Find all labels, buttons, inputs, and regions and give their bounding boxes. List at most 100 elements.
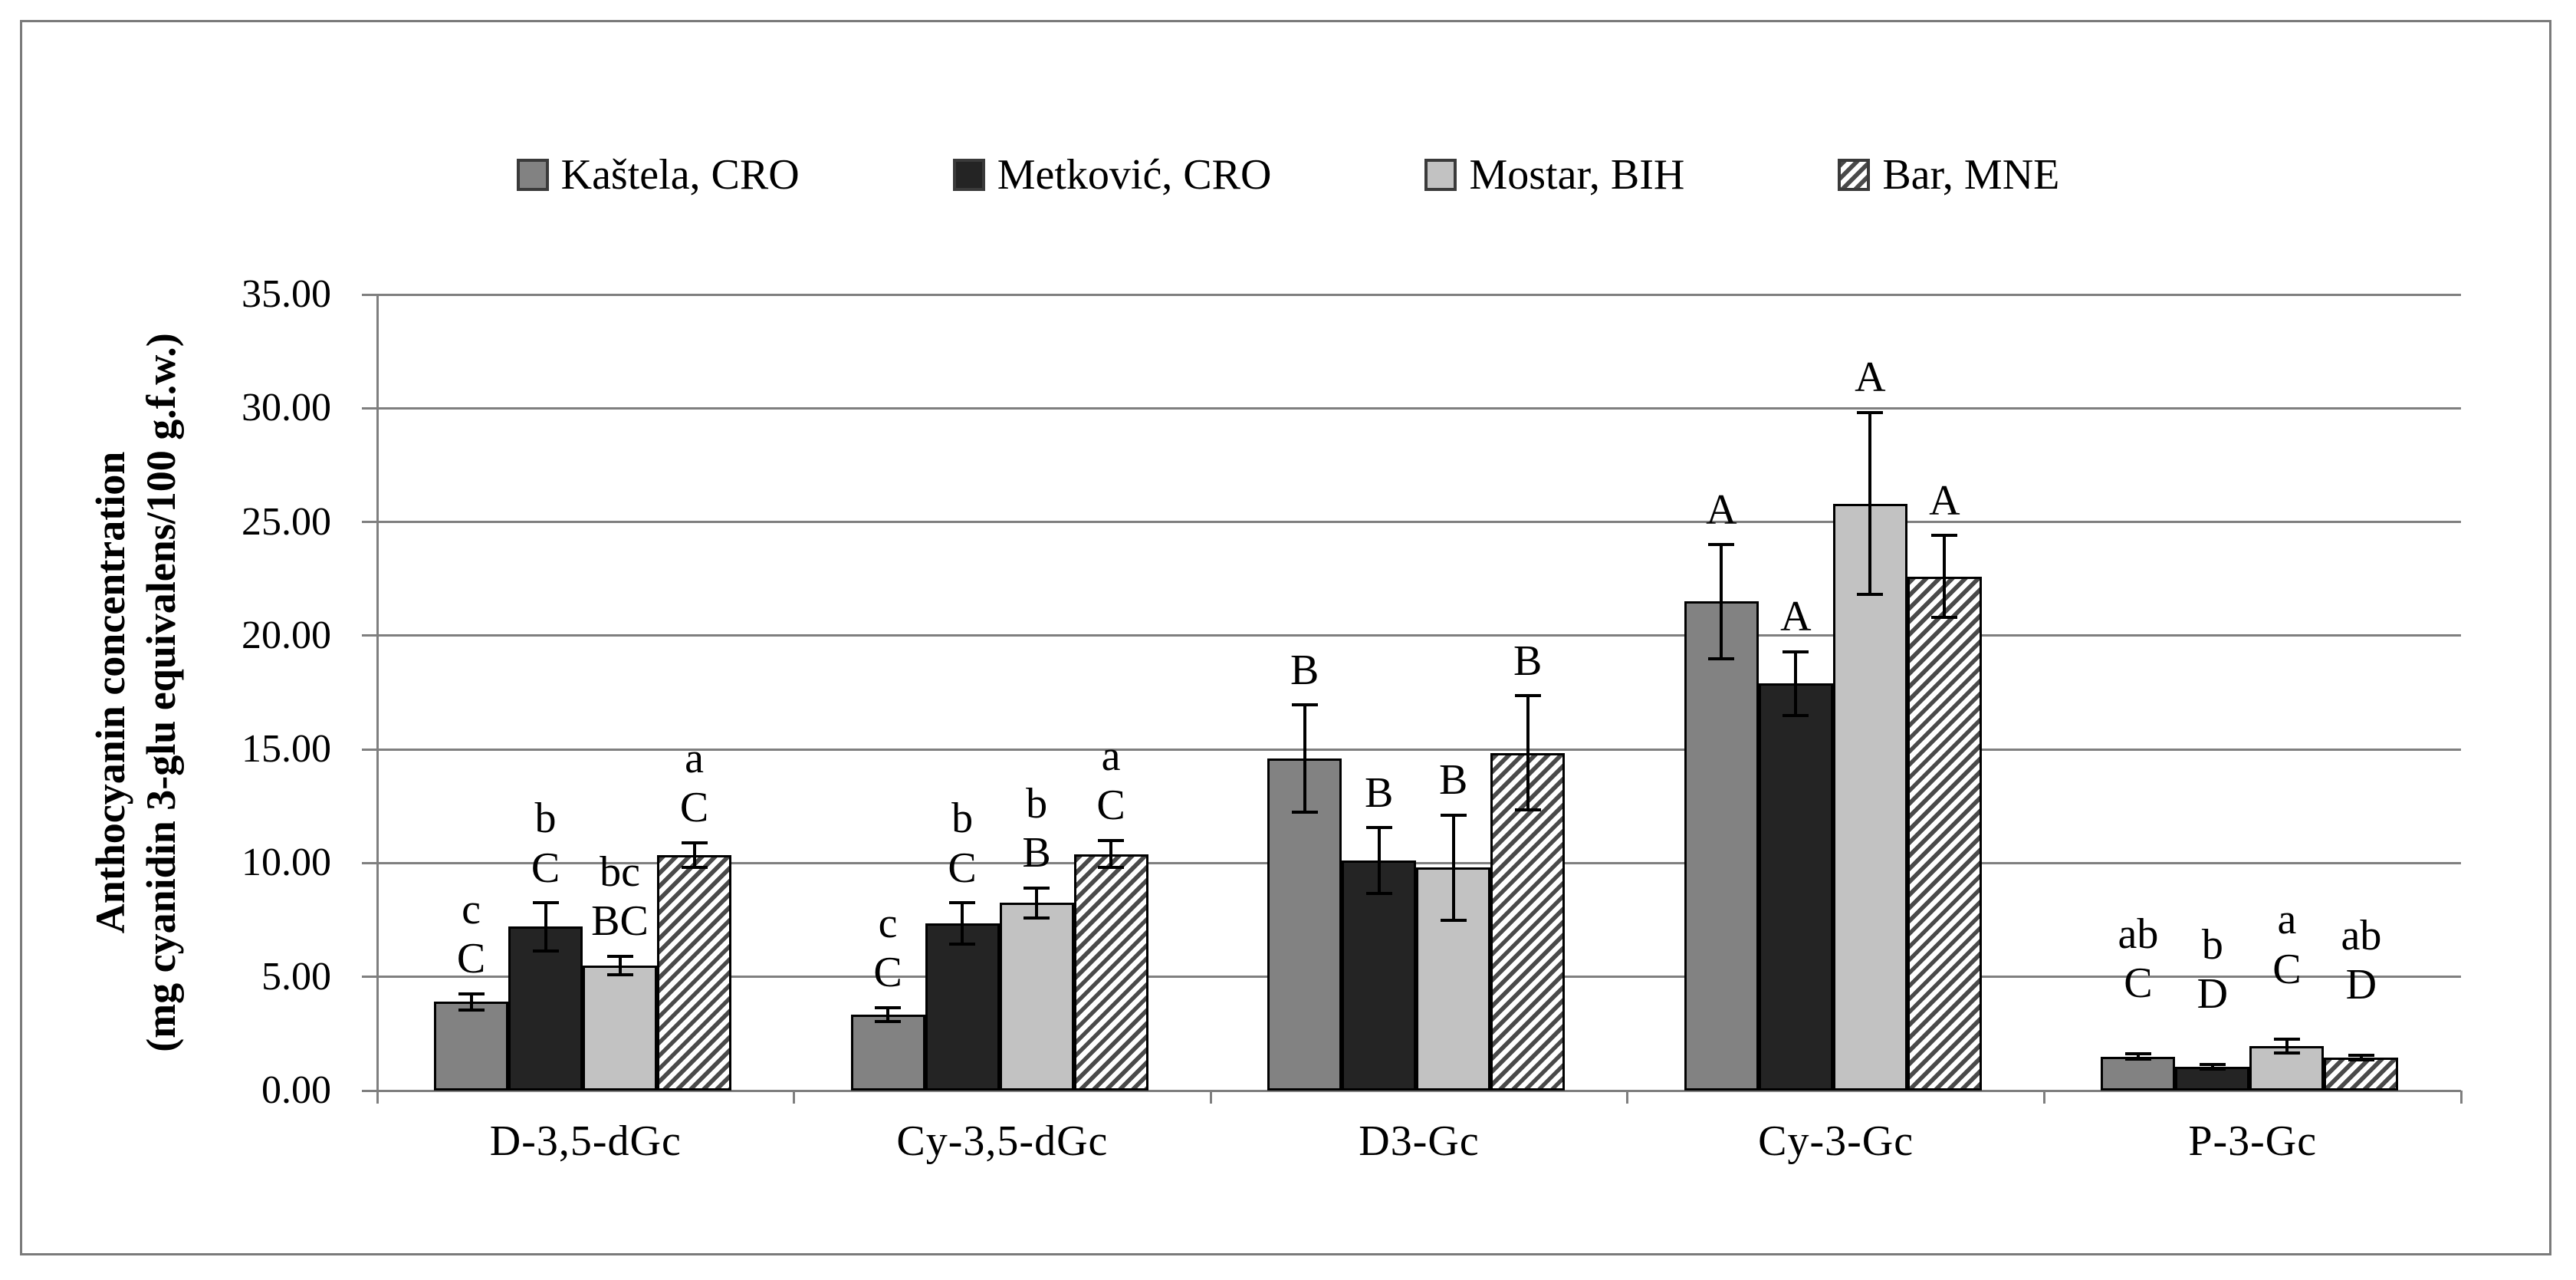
legend-swatch-hatched-icon — [1838, 159, 1871, 191]
significance-letter: ab — [2118, 910, 2159, 958]
error-bar-cap-top — [1931, 534, 1958, 538]
legend-swatch-icon — [952, 159, 985, 191]
error-bar-cap-top — [1365, 826, 1392, 830]
significance-letter: b — [951, 795, 974, 843]
legend-item-label: Bar, MNE — [1882, 151, 2060, 199]
error-bar-cap-bottom — [1440, 918, 1467, 922]
bar — [583, 965, 657, 1091]
significance-label: ab C — [2118, 910, 2158, 1009]
y-tick-label: 20.00 — [242, 613, 331, 657]
error-bar-line — [544, 903, 547, 951]
significance-letter: bc — [600, 847, 640, 896]
error-bar-line — [2359, 1055, 2363, 1060]
error-bar-cap-bottom — [949, 942, 976, 946]
error-bar-cap-top — [1514, 694, 1541, 698]
significance-letter: C — [873, 949, 902, 997]
error-bar-cap-top — [532, 901, 559, 905]
significance-letter: a — [2277, 896, 2297, 944]
significance-label: B — [1290, 646, 1319, 695]
significance-letter: B — [1365, 768, 1394, 817]
gridline — [362, 406, 2461, 410]
bar — [999, 903, 1074, 1091]
significance-label: ab D — [2341, 911, 2381, 1010]
error-bar-cap-bottom — [1783, 713, 1809, 717]
error-bar-line — [1526, 696, 1530, 810]
bar — [1073, 854, 1148, 1091]
y-tick-label: 5.00 — [261, 954, 331, 999]
bar — [1342, 860, 1417, 1091]
significance-label: A — [1855, 353, 1885, 402]
x-axis-tick — [1626, 1091, 1629, 1104]
significance-letter: C — [2124, 959, 2153, 1008]
error-bar-line — [886, 1007, 890, 1022]
significance-letter: A — [1929, 476, 1960, 525]
bar — [1684, 601, 1759, 1091]
significance-letter: C — [1096, 781, 1125, 830]
significance-label: A — [1929, 476, 1960, 525]
error-bar-cap-top — [458, 992, 485, 995]
y-tick-label: 15.00 — [242, 727, 331, 772]
error-bar-cap-top — [1708, 543, 1735, 547]
error-bar-cap-top — [875, 1005, 902, 1009]
error-bar-cap-top — [1783, 650, 1809, 653]
error-bar-line — [1794, 651, 1798, 716]
error-bar-cap-top — [2348, 1054, 2374, 1058]
error-bar-cap-bottom — [1708, 656, 1735, 660]
legend-item-label: Kaštela, CRO — [560, 151, 800, 199]
significance-letter: B — [1022, 829, 1051, 877]
error-bar-line — [1035, 888, 1039, 918]
error-bar-line — [618, 956, 622, 975]
bar — [850, 1014, 925, 1091]
significance-letter: a — [1101, 732, 1121, 780]
chart-legend: Kaštela, CRO Metković, CRO Mostar, BIH Bar,… — [0, 153, 2576, 196]
y-tick-label: 10.00 — [242, 841, 331, 885]
significance-letter: D — [2196, 970, 2229, 1018]
error-bar-cap-top — [606, 955, 633, 959]
significance-letter: c — [462, 885, 481, 933]
error-bar-cap-top — [2199, 1062, 2226, 1066]
error-bar-cap-bottom — [875, 1019, 902, 1023]
significance-label: A — [1706, 485, 1737, 535]
error-bar-cap-bottom — [2199, 1067, 2226, 1071]
significance-letter: b — [1026, 779, 1048, 828]
significance-label: A — [1780, 592, 1811, 641]
significance-letter: c — [878, 899, 898, 947]
significance-letter: a — [685, 734, 704, 782]
error-bar-line — [1303, 705, 1306, 812]
significance-letter: A — [1780, 592, 1812, 640]
error-bar-cap-top — [2273, 1038, 2300, 1041]
error-bar-cap-bottom — [532, 949, 559, 953]
legend-item: Mostar, BIH — [1424, 153, 1684, 196]
error-bar-line — [469, 993, 473, 1010]
y-tick-label: 35.00 — [242, 272, 331, 316]
error-bar-cap-top — [681, 841, 708, 844]
bar — [2101, 1056, 2176, 1091]
error-bar-cap-top — [1291, 703, 1318, 707]
significance-letter: b — [534, 795, 557, 843]
legend-swatch-icon — [1424, 159, 1457, 191]
bar — [1758, 683, 1833, 1091]
y-axis-line — [376, 294, 379, 1104]
significance-letter: ab — [2341, 911, 2382, 959]
error-bar-line — [2285, 1039, 2288, 1054]
bar — [434, 1002, 508, 1091]
x-axis-tick — [793, 1091, 796, 1104]
error-bar-line — [2210, 1064, 2214, 1069]
bar — [1832, 503, 1907, 1091]
y-tick-label: 25.00 — [242, 499, 331, 544]
legend-item: Bar, MNE — [1838, 153, 2059, 196]
legend-item-label: Metković, CRO — [997, 151, 1272, 199]
gridline — [362, 521, 2461, 524]
error-bar-cap-bottom — [2273, 1051, 2300, 1055]
error-bar-line — [1451, 815, 1455, 920]
x-axis-tick — [1209, 1091, 1212, 1104]
error-bar-cap-bottom — [681, 866, 708, 870]
error-bar-line — [1109, 840, 1113, 868]
error-bar-line — [1377, 828, 1381, 894]
gridline — [362, 293, 2461, 296]
x-category-label: P-3-Gc — [2188, 1117, 2318, 1165]
